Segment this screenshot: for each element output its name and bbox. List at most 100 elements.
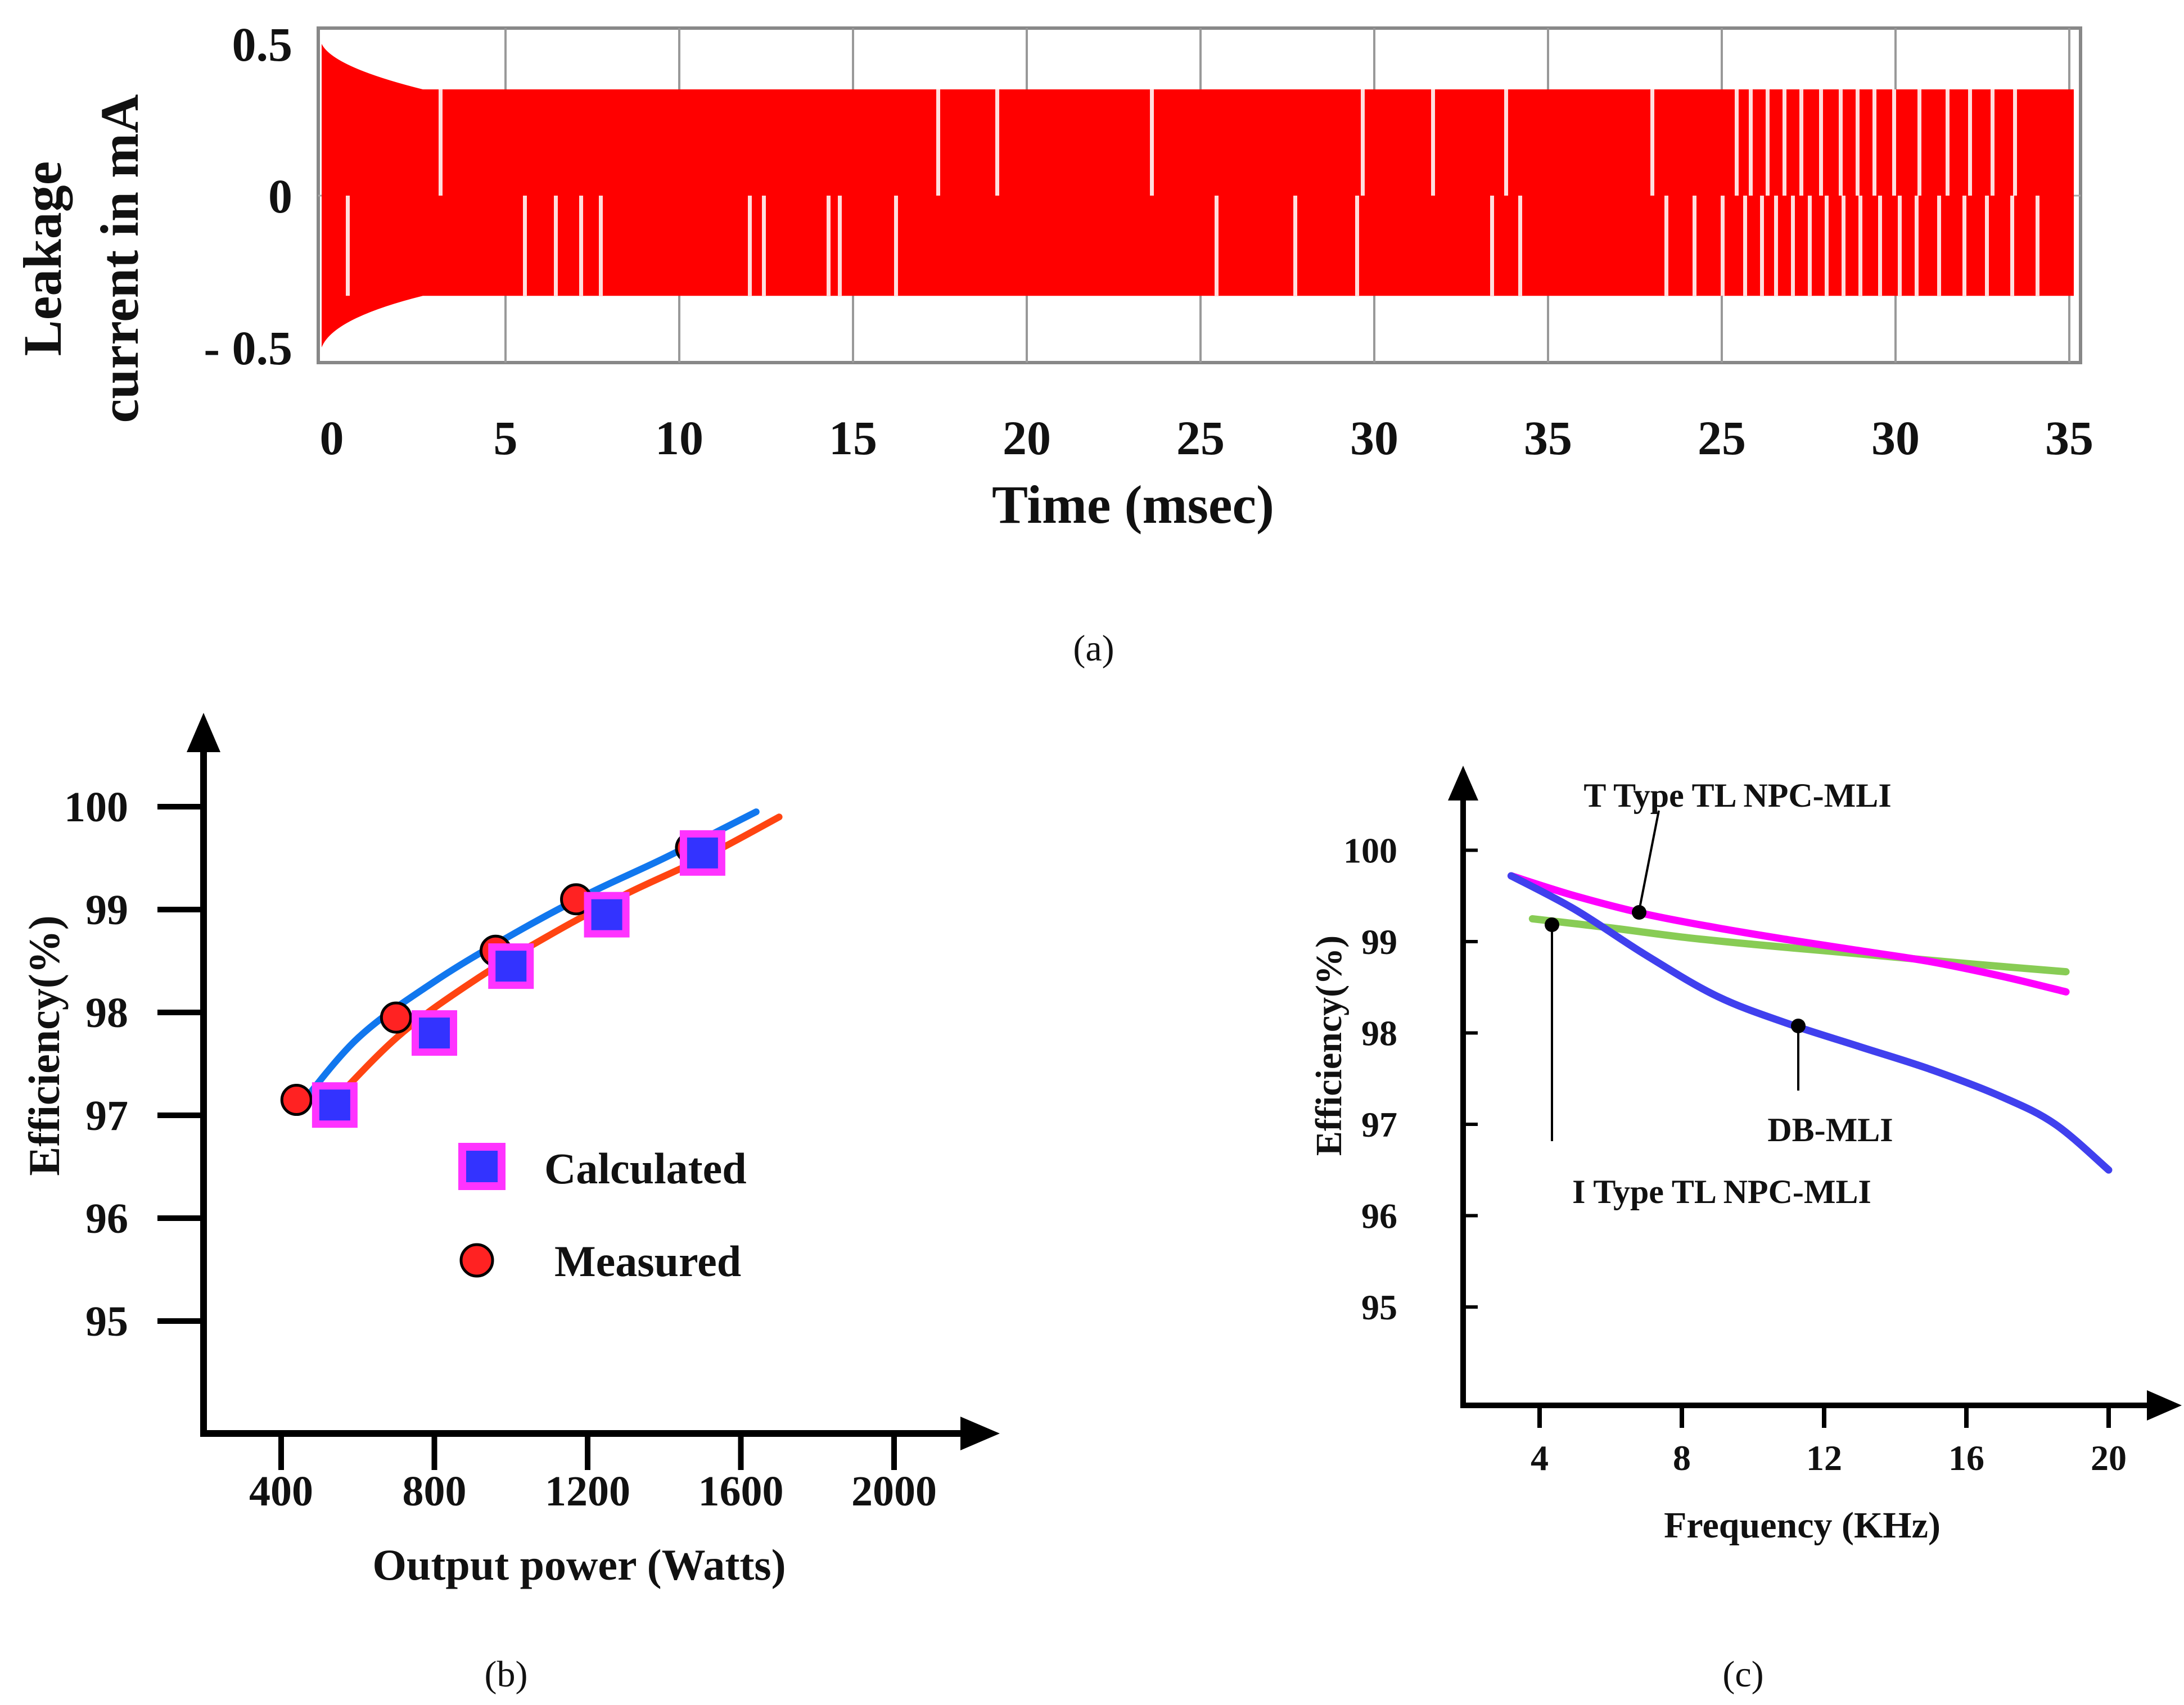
chart-c-ylabel: Efficiency(%) <box>1308 935 1350 1156</box>
chart-b-legend: Calculated Measured <box>458 1143 747 1286</box>
chart-a-signal-gap <box>2013 89 2017 196</box>
chart-b-point-calculated <box>488 943 534 989</box>
chart-b-point-calculated <box>584 892 630 938</box>
chart-a-signal-gap <box>1898 196 1902 296</box>
chart-a-signal-gap <box>1991 89 1995 196</box>
chart-a-x-tick-label: 30 <box>1350 411 1398 465</box>
chart-a-ylabel-line1: Leakage <box>12 161 73 356</box>
chart-c-line-t-type <box>1507 872 2070 996</box>
chart-a-xlabel: Time (msec) <box>992 474 1274 535</box>
chart-a-x-tick-label: 35 <box>2045 411 2093 465</box>
chart-c-line-db-mli <box>1507 872 2113 1174</box>
chart-a-signal-gap <box>1783 89 1786 196</box>
chart-a-signal-gap <box>995 89 999 196</box>
chart-b-y-tick-label: 100 <box>64 784 128 831</box>
chart-c-x-tick-label: 4 <box>1531 1438 1549 1478</box>
chart-c-y-tick-label: 97 <box>1361 1105 1397 1145</box>
chart-a-signal-gap <box>1915 196 1919 296</box>
chart-a-signal-gap <box>1490 196 1494 296</box>
chart-b-x-arrow <box>960 1417 1000 1450</box>
chart-a-signal-gap <box>1504 89 1508 196</box>
chart-a-signal-gap <box>1766 89 1770 196</box>
annotation-t-type-leader <box>1638 810 1660 911</box>
chart-a-x-tick-label: 30 <box>1871 411 1920 465</box>
chart-a-signal-gap <box>1839 89 1843 196</box>
chart-a-signal-gap <box>1721 196 1725 296</box>
chart-b-point-measured <box>280 1084 313 1116</box>
chart-b-point-calculated <box>679 830 725 876</box>
legend-measured-marker <box>459 1243 494 1278</box>
chart-c-x-tick-label: 8 <box>1673 1438 1691 1478</box>
chart-c-axes <box>1448 766 2182 1421</box>
chart-a-x-tick-label: 0 <box>320 411 344 465</box>
chart-a-signal-gap <box>579 196 583 296</box>
annotation-db-dot <box>1791 1019 1806 1033</box>
chart-a-signal-gap <box>1937 196 1941 296</box>
chart-a-signal-gap <box>1774 196 1778 296</box>
chart-a-signal-gap <box>1962 196 1966 296</box>
chart-c-xlabel: Frequency (KHz) <box>1664 1505 1941 1546</box>
chart-b-y-tick-label: 95 <box>85 1298 128 1345</box>
chart-c-x-ticks: 4 8 12 16 20 <box>1531 1405 2127 1478</box>
chart-c-y-tick-label: 100 <box>1343 831 1397 871</box>
chart-c-caption: (c) <box>1722 1654 1763 1695</box>
chart-c-x-arrow <box>2147 1390 2182 1421</box>
chart-a-x-tick-label: 35 <box>1524 411 1572 465</box>
chart-b-fit-line-measured <box>293 808 760 1114</box>
chart-a-signal-gap <box>1361 89 1365 196</box>
annotation-db: DB-MLI <box>1767 1111 1893 1148</box>
chart-a-signal-gap <box>1791 196 1795 296</box>
chart-a-signal-gap <box>1150 89 1154 196</box>
annotation-i-type: I Type TL NPC-MLI <box>1572 1173 1871 1210</box>
legend-calculated-label: Calculated <box>544 1144 747 1193</box>
chart-a-y-tick-label: 0.5 <box>232 17 293 71</box>
chart-a-signal-gap <box>827 196 831 296</box>
chart-b-xlabel: Output power (Watts) <box>372 1540 786 1589</box>
chart-c-x-tick-label: 12 <box>1806 1438 1842 1478</box>
chart-a-signal-gap <box>1215 196 1219 296</box>
chart-a-signal-gap <box>1946 89 1950 196</box>
chart-a-signal-gap <box>1819 89 1823 196</box>
chart-b-point-calculated <box>412 1010 457 1056</box>
chart-c-y-tick-label: 98 <box>1361 1014 1397 1053</box>
chart-a-signal-gap <box>1825 196 1829 296</box>
chart-a-signal-gap <box>1650 89 1654 196</box>
chart-c-y-arrow <box>1448 766 1478 801</box>
chart-a-signal-gap <box>1892 89 1896 196</box>
chart-a-signal-gap <box>1856 89 1860 196</box>
chart-a-signal-gap <box>1808 196 1812 296</box>
chart-b-axes <box>187 713 1000 1450</box>
chart-a-signal-gap <box>894 196 898 296</box>
chart-a-signal-gap <box>1858 196 1862 296</box>
chart-a-y-ticks: 0.5 0 - 0.5 <box>204 17 292 375</box>
legend-calculated-marker <box>458 1143 506 1190</box>
chart-a-signal-gap <box>1749 89 1753 196</box>
chart-b-point-measured <box>380 1001 412 1034</box>
chart-b-caption: (b) <box>485 1654 528 1695</box>
legend-measured-label: Measured <box>554 1237 741 1286</box>
chart-a-signal-gap <box>1842 196 1845 296</box>
chart-b-y-arrow <box>187 713 220 752</box>
chart-b: 95 96 97 98 99 100 400 800 1200 1600 2000 Efficie… <box>20 713 1000 1695</box>
chart-a-signal-gap <box>1917 89 1921 196</box>
chart-a-signal-gap <box>554 196 558 296</box>
chart-a-signal-gap <box>1872 89 1876 196</box>
chart-a-signal-gap <box>1293 196 1297 296</box>
chart-a-x-tick-label: 10 <box>655 411 703 465</box>
chart-a-signal-gap <box>1968 89 1972 196</box>
chart-a-signal-gap <box>1743 196 1747 296</box>
chart-a-x-tick-label: 25 <box>1176 411 1225 465</box>
chart-a-signal-gap <box>439 89 443 196</box>
chart-b-y-tick-label: 97 <box>85 1092 128 1139</box>
chart-b-y-tick-label: 96 <box>85 1195 128 1242</box>
chart-a-signal-gap <box>1878 196 1882 296</box>
chart-c-line-i-type <box>1528 915 2070 976</box>
chart-a-signal-gap <box>1760 196 1764 296</box>
annotation-i-type-dot <box>1545 917 1559 932</box>
chart-a-signal-gap <box>1431 89 1435 196</box>
chart-a-y-tick-label: - 0.5 <box>204 321 292 375</box>
chart-c-y-tick-label: 95 <box>1361 1287 1397 1327</box>
chart-a-signal-gap <box>1693 196 1696 296</box>
chart-a-signal-gap <box>599 196 603 296</box>
chart-a-signal-gap <box>748 196 752 296</box>
